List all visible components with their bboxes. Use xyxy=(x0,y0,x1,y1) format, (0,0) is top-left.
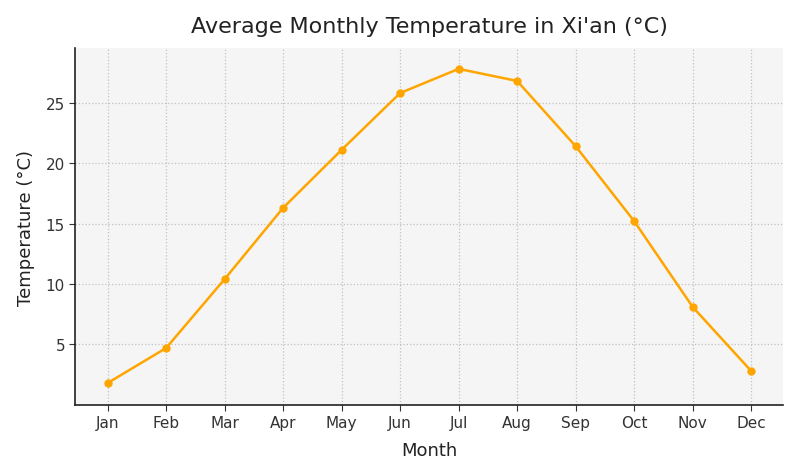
Y-axis label: Temperature (°C): Temperature (°C) xyxy=(17,149,34,305)
X-axis label: Month: Month xyxy=(402,441,458,459)
Title: Average Monthly Temperature in Xi'an (°C): Average Monthly Temperature in Xi'an (°C… xyxy=(191,17,668,37)
